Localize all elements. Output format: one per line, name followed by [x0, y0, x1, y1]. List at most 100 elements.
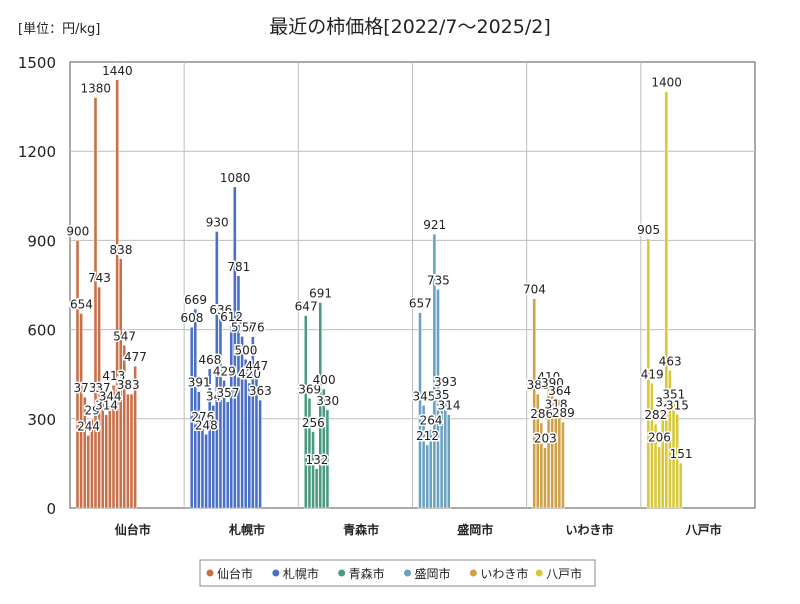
bar[interactable]: [204, 434, 208, 509]
y-tick-label: 900: [27, 232, 56, 250]
bar[interactable]: [79, 313, 83, 509]
bar[interactable]: [211, 405, 215, 509]
legend-label[interactable]: 仙台市: [217, 566, 253, 581]
bar[interactable]: [675, 414, 679, 509]
bar[interactable]: [653, 423, 658, 509]
bar[interactable]: [436, 289, 440, 509]
data-label: 905: [637, 223, 660, 237]
bar[interactable]: [550, 391, 554, 509]
bar[interactable]: [439, 403, 444, 509]
bar[interactable]: [546, 385, 551, 509]
data-label: 838: [110, 243, 133, 257]
bar[interactable]: [108, 405, 112, 509]
bar[interactable]: [100, 396, 105, 509]
bar[interactable]: [314, 468, 319, 509]
bar[interactable]: [668, 370, 672, 509]
data-label: 289: [552, 406, 575, 420]
data-label: 318: [545, 397, 568, 411]
data-label: 357: [217, 386, 240, 400]
data-label: 576: [242, 321, 265, 335]
bar[interactable]: [536, 393, 540, 509]
bar[interactable]: [561, 421, 565, 509]
bar[interactable]: [97, 286, 101, 509]
bar[interactable]: [543, 447, 547, 509]
bar[interactable]: [115, 79, 119, 509]
chart-title: 最近の柿価格[2022/7〜2025/2]: [269, 16, 551, 38]
bar[interactable]: [646, 238, 651, 509]
bar[interactable]: [122, 345, 127, 509]
bar[interactable]: [311, 431, 315, 509]
bar[interactable]: [86, 435, 91, 509]
bar[interactable]: [133, 365, 137, 509]
data-label: 577: [231, 320, 254, 334]
legend-label[interactable]: 八戸市: [546, 566, 582, 581]
data-label: 500: [235, 343, 258, 357]
bar[interactable]: [229, 325, 233, 509]
data-label: 383: [117, 378, 140, 392]
bar[interactable]: [432, 233, 437, 509]
data-label: 657: [409, 297, 432, 311]
bar[interactable]: [421, 405, 426, 509]
bar[interactable]: [664, 91, 669, 509]
bar[interactable]: [233, 186, 237, 509]
bar[interactable]: [218, 318, 223, 509]
data-label: 256: [302, 416, 325, 430]
bar[interactable]: [325, 409, 330, 509]
bar[interactable]: [679, 462, 683, 509]
bar[interactable]: [671, 403, 676, 509]
bar[interactable]: [661, 411, 665, 509]
data-label: 1080: [220, 171, 251, 185]
bar[interactable]: [251, 336, 255, 509]
data-label: 264: [420, 414, 443, 428]
bar[interactable]: [197, 391, 201, 509]
bar[interactable]: [104, 414, 109, 509]
legend-label[interactable]: いわき市: [480, 566, 528, 581]
bar[interactable]: [75, 240, 80, 509]
bar[interactable]: [215, 231, 219, 509]
data-label: 669: [184, 293, 207, 307]
bar[interactable]: [247, 382, 251, 509]
bar[interactable]: [554, 413, 558, 509]
bar[interactable]: [254, 374, 259, 509]
bar[interactable]: [243, 359, 248, 509]
bar[interactable]: [429, 429, 433, 509]
legend-label[interactable]: 札幌市: [283, 566, 319, 581]
bar[interactable]: [657, 446, 661, 509]
bar[interactable]: [189, 327, 194, 509]
x-category-label: 八戸市: [685, 522, 722, 537]
bar[interactable]: [93, 97, 98, 509]
bar[interactable]: [111, 385, 116, 509]
y-tick-label: 300: [27, 411, 56, 429]
data-label: 1440: [102, 64, 133, 78]
bar[interactable]: [90, 419, 94, 509]
legend-label[interactable]: 青森市: [349, 566, 385, 581]
bar[interactable]: [207, 368, 212, 509]
bar[interactable]: [557, 399, 562, 509]
bar[interactable]: [425, 444, 429, 509]
bar[interactable]: [222, 380, 226, 509]
bar[interactable]: [304, 315, 308, 509]
bar[interactable]: [447, 414, 451, 509]
bar[interactable]: [539, 422, 544, 509]
bar[interactable]: [118, 258, 123, 509]
legend-box: [199, 559, 596, 587]
bar[interactable]: [307, 398, 312, 509]
bar[interactable]: [129, 393, 134, 509]
bar[interactable]: [126, 393, 130, 509]
bar[interactable]: [258, 399, 262, 509]
bar[interactable]: [236, 275, 241, 509]
bar[interactable]: [193, 308, 197, 509]
bar[interactable]: [82, 396, 87, 509]
bar[interactable]: [650, 383, 654, 509]
bar[interactable]: [322, 388, 326, 509]
bar[interactable]: [240, 336, 244, 509]
bar[interactable]: [418, 312, 422, 509]
bar[interactable]: [443, 390, 447, 509]
legend-label[interactable]: 盛岡市: [415, 566, 451, 581]
bar[interactable]: [225, 401, 230, 509]
legend-marker: [469, 569, 477, 577]
bar[interactable]: [200, 425, 205, 509]
bar[interactable]: [532, 298, 536, 509]
bar[interactable]: [318, 302, 322, 509]
